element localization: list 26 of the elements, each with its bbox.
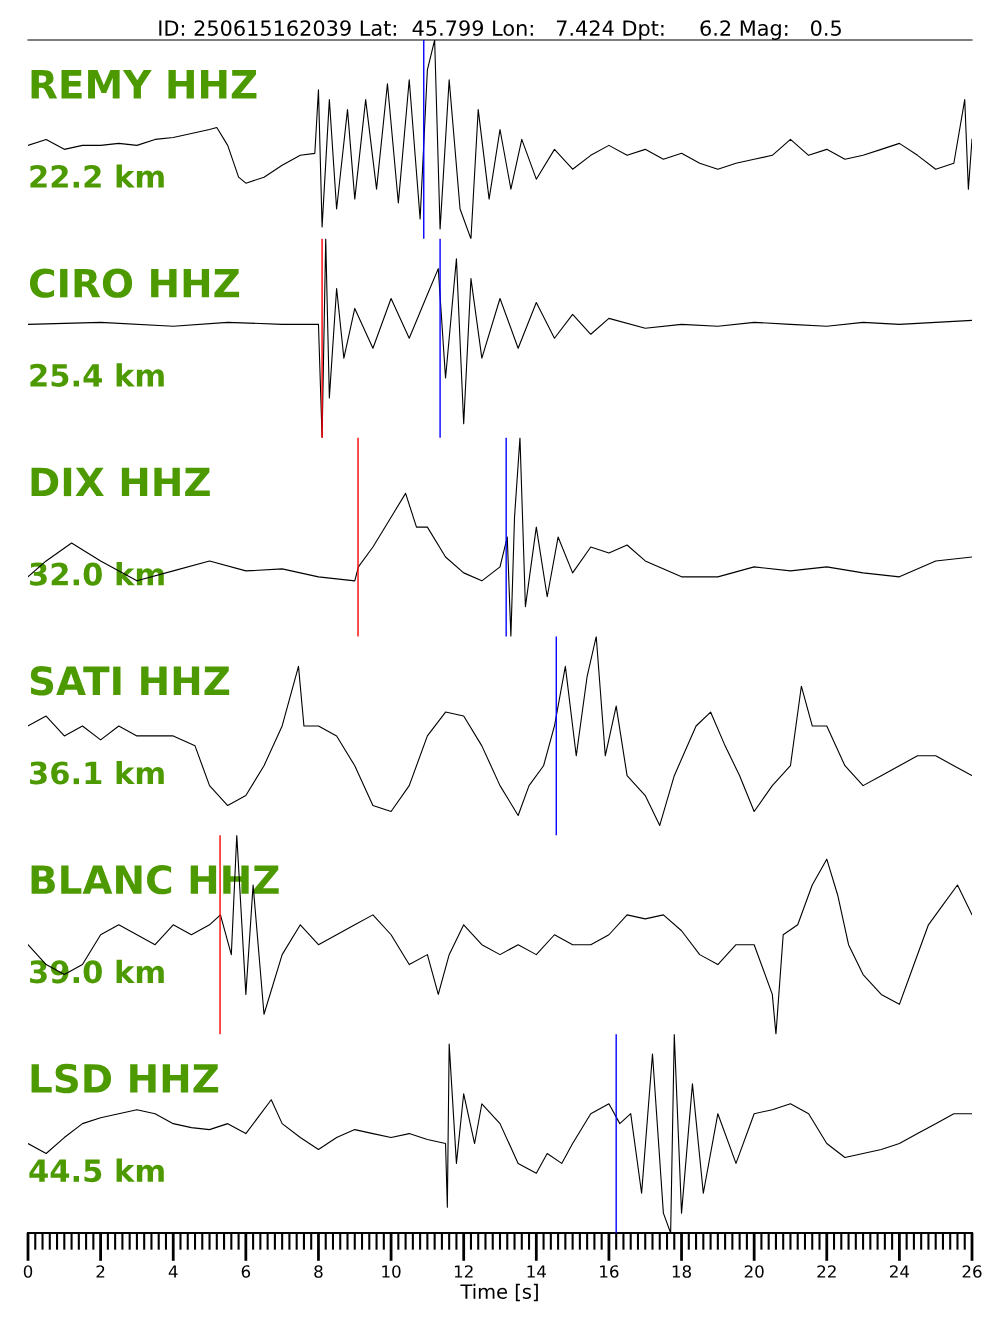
annotation: 25.4 km	[30, 363, 164, 387]
chart-title: ID: 250615162039 Lat: 45.799 Lon: 7.424 Dpt: 6.2 Mag: 0.5	[159, 20, 841, 40]
annotation: 22.2 km	[30, 164, 164, 188]
annotation: SATI HHZ	[30, 666, 230, 696]
annotation: DIX HHZ	[31, 467, 210, 497]
annotation: 44.5 km	[29, 1158, 164, 1183]
annotation: 36.1 km	[30, 760, 164, 785]
x-tick-label: 22	[817, 1265, 836, 1278]
x-tick-label: 0	[23, 1265, 33, 1278]
annotation: CIRO HHZ	[29, 268, 240, 298]
x-tick-label: 14	[527, 1265, 546, 1278]
annotation: REMY HHZ	[31, 70, 257, 99]
annotation: 39.0 km	[30, 959, 164, 984]
x-tick-label: 12	[454, 1265, 473, 1278]
x-tick-label: 24	[890, 1265, 910, 1278]
annotation: LSD HHZ	[31, 1063, 219, 1094]
x-tick-label: 6	[241, 1265, 251, 1278]
x-tick-label: 8	[314, 1265, 323, 1278]
x-axis-title: Time [s]	[460, 1283, 538, 1302]
x-tick-label: 10	[382, 1265, 401, 1278]
x-tick-label: 2	[96, 1265, 105, 1278]
x-tick-label: 18	[672, 1265, 691, 1278]
x-tick-label: 16	[600, 1265, 619, 1278]
x-tick-label: 20	[744, 1265, 764, 1278]
x-tick-label: 4	[168, 1265, 178, 1278]
x-tick-label: 26	[962, 1265, 982, 1278]
